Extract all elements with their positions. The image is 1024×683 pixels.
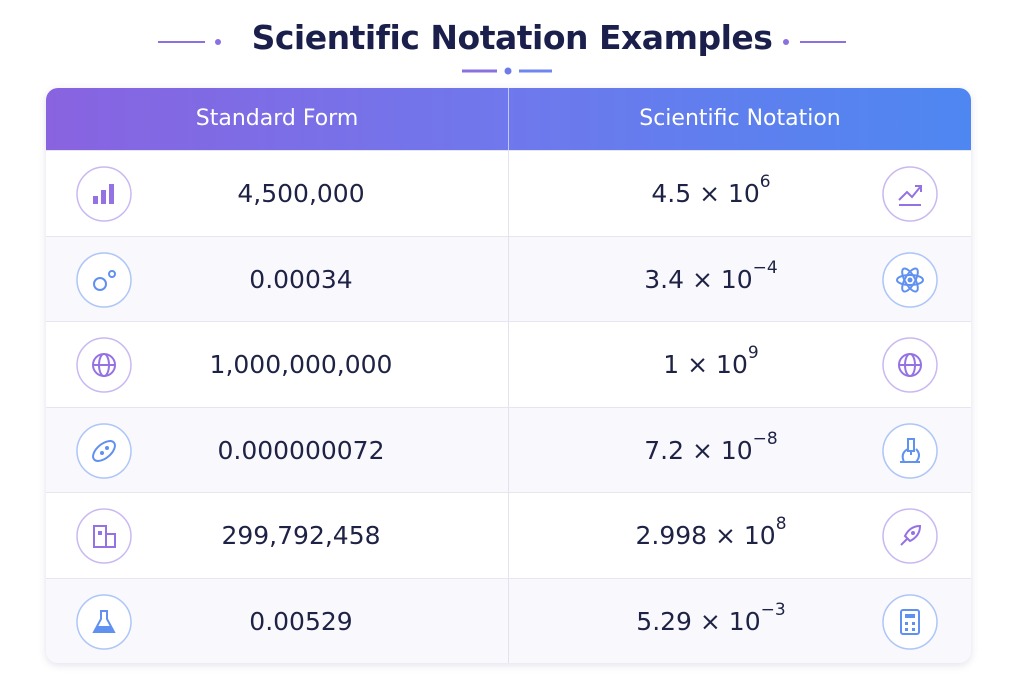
standard-form: 0.000000072 [217, 435, 385, 465]
exponent: 9 [747, 343, 759, 363]
row-icon [882, 337, 938, 393]
row-icon [882, 593, 938, 650]
coefficient: 3.4 × 10 [644, 264, 753, 294]
exponent: −4 [752, 257, 778, 278]
standard-form: 0.00034 [249, 264, 353, 294]
row-icon [76, 337, 132, 393]
row-icon [76, 422, 132, 479]
coefficient: 5.29 × 10 [636, 606, 761, 636]
scientific-notation: 2.998 × 108 [546, 493, 876, 578]
table-row: 4,500,000 4.5 × 106 [46, 150, 971, 236]
scientific-notation: 5.29 × 10−3 [546, 579, 876, 664]
row-icon [76, 593, 132, 650]
exponent: 6 [759, 172, 771, 192]
title-decoration [158, 39, 846, 75]
scientific-notation: 1 × 109 [546, 322, 876, 407]
standard-form: 0.00529 [249, 606, 353, 636]
row-icon [882, 166, 938, 222]
row-icon [882, 251, 938, 308]
row-icon [76, 166, 132, 222]
standard-form: 299,792,458 [221, 521, 381, 550]
coefficient: 7.2 × 10 [644, 435, 753, 465]
table-header: Standard Form Scientific Notation [46, 88, 971, 150]
table-row: 1,000,000,000 1 × 109 [46, 321, 971, 407]
coefficient: 4.5 × 10 [651, 179, 760, 208]
scientific-notation: 4.5 × 106 [546, 151, 876, 236]
column-header: Standard Form [195, 106, 359, 131]
title: Scientific Notation Examples [251, 18, 773, 57]
exponent: 8 [775, 514, 787, 534]
row-icon [882, 422, 938, 479]
standard-form: 4,500,000 [237, 179, 365, 208]
scientific-notation: 3.4 × 10−4 [546, 237, 876, 322]
exponent: −8 [752, 428, 778, 449]
coefficient: 2.998 × 10 [635, 521, 776, 550]
exponent: −3 [760, 599, 786, 620]
coefficient: 1 × 10 [663, 350, 748, 379]
scientific-notation: 7.2 × 10−8 [546, 408, 876, 493]
row-icon [76, 508, 132, 564]
row-icon [76, 251, 132, 308]
standard-form: 1,000,000,000 [209, 350, 393, 379]
table: Standard Form Scientific Notation 4,500,… [46, 88, 971, 663]
row-icon [882, 508, 938, 564]
column-header: Scientific Notation [639, 106, 841, 131]
